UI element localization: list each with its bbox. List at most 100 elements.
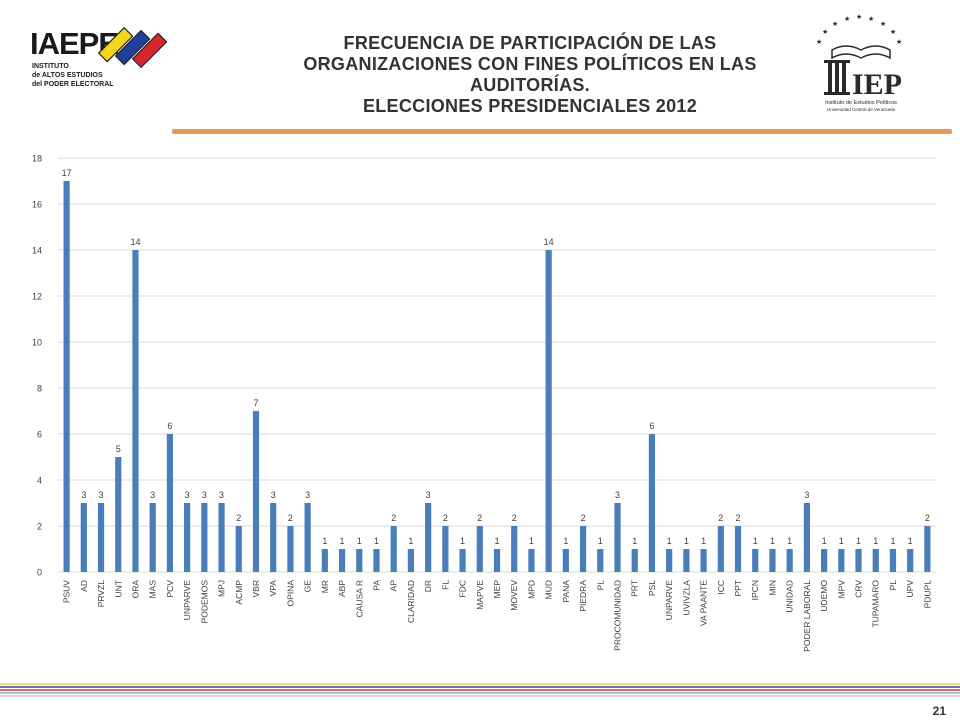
- svg-text:★: ★: [868, 15, 874, 23]
- data-label: 14: [130, 237, 140, 247]
- data-label: 2: [581, 513, 586, 523]
- x-tick-label: IPCN: [750, 580, 760, 600]
- bar: [201, 503, 208, 572]
- bar: [459, 549, 466, 572]
- bar: [287, 526, 294, 572]
- bar: [97, 503, 105, 572]
- bar: [356, 549, 363, 572]
- x-tick-label: VBR: [251, 580, 261, 597]
- bar: [235, 526, 242, 572]
- data-label: 1: [839, 536, 844, 546]
- data-label: 1: [322, 536, 327, 546]
- data-label: 14: [544, 237, 554, 247]
- x-tick-label: OPINA: [285, 580, 295, 607]
- x-tick-label: PL: [888, 580, 898, 591]
- slide-title-line-3: AUDITORÍAS.: [470, 75, 590, 95]
- data-label: 3: [202, 490, 207, 500]
- data-label: 1: [684, 536, 689, 546]
- data-label: 2: [288, 513, 293, 523]
- x-tick-label: UVIVZLA: [681, 580, 691, 616]
- iaepe-logo-red-bar: [131, 32, 168, 69]
- data-label: 7: [253, 398, 258, 408]
- data-label: 3: [81, 490, 86, 500]
- x-tick-label: PRT: [630, 580, 640, 597]
- bar: [184, 503, 191, 572]
- y-tick-label: 18: [32, 154, 42, 164]
- bar: [115, 457, 122, 572]
- data-label: 17: [62, 168, 72, 178]
- footer-stripes: [0, 683, 960, 697]
- y-tick-label: 8: [37, 384, 42, 394]
- bar: [924, 526, 931, 572]
- bar: [493, 549, 501, 572]
- data-label: 2: [391, 513, 396, 523]
- x-tick-label: PL: [595, 580, 605, 591]
- x-tick-label: PCV: [165, 580, 175, 598]
- bar: [321, 549, 328, 572]
- y-axis-ticks: 0 2 4 6 8 10 12 14 16 18: [32, 154, 42, 578]
- x-tick-label: MPJ: [217, 580, 227, 597]
- bar: [666, 549, 673, 572]
- data-label: 1: [357, 536, 362, 546]
- slide-title-line-1: FRECUENCIA DE PARTICIPACIÓN DE LAS: [343, 33, 717, 53]
- bar: [907, 549, 914, 572]
- y-tick-label: 0: [37, 568, 42, 578]
- x-tick-label: UNIDAD: [785, 580, 795, 613]
- y-tick-label: 14: [32, 246, 42, 256]
- bar: [855, 549, 862, 572]
- x-tick-label: AD: [79, 580, 89, 592]
- bar: [511, 526, 518, 572]
- data-label: 1: [787, 536, 792, 546]
- bar: [752, 549, 759, 572]
- data-label: 1: [632, 536, 637, 546]
- bar: [528, 549, 535, 572]
- data-label: 1: [873, 536, 878, 546]
- iep-logo-text: IEP: [852, 68, 902, 101]
- slide-title-line-4: ELECCIONES PRESIDENCIALES 2012: [362, 96, 698, 116]
- bar: [614, 503, 621, 572]
- data-label: 1: [770, 536, 775, 546]
- iaepe-logo: IAEPE INSTITUTO de ALTOS ESTUDIOS del PO…: [30, 26, 168, 88]
- x-tick-label: VA PAANTE: [699, 580, 709, 626]
- svg-text:★: ★: [890, 28, 896, 36]
- x-tick-label: PODEMOS: [199, 580, 209, 624]
- bar: [373, 549, 380, 572]
- bar: [132, 250, 139, 572]
- bar: [717, 526, 724, 572]
- data-label: 1: [529, 536, 534, 546]
- bar: [252, 411, 260, 572]
- bar: [80, 503, 87, 572]
- x-tick-label: ICC: [716, 580, 726, 595]
- data-label: 1: [856, 536, 861, 546]
- y-tick-label: 10: [32, 338, 42, 348]
- x-tick-label: PANA: [561, 580, 571, 603]
- x-tick-label: MPD: [526, 580, 536, 599]
- data-label: 1: [563, 536, 568, 546]
- data-label: 5: [116, 444, 121, 454]
- bar: [338, 549, 346, 572]
- data-label: 1: [494, 536, 499, 546]
- bar: [218, 503, 225, 572]
- x-tick-label: GE: [303, 580, 313, 593]
- bar: [425, 503, 432, 572]
- data-label: 3: [305, 490, 310, 500]
- data-label: 3: [615, 490, 620, 500]
- data-label: 3: [219, 490, 224, 500]
- bar: [786, 549, 793, 572]
- data-label: 1: [822, 536, 827, 546]
- data-label: 1: [598, 536, 603, 546]
- slide-title-line-2: ORGANIZACIONES CON FINES POLÍTICOS EN LA…: [303, 54, 757, 74]
- bar: [390, 526, 397, 572]
- iaepe-logo-subtext-1: INSTITUTO: [32, 63, 69, 70]
- data-label: 1: [753, 536, 758, 546]
- x-tick-label: VPA: [268, 580, 278, 597]
- bar: [63, 181, 70, 572]
- x-tick-label: FL: [440, 580, 450, 590]
- iaepe-logo-blue-bar: [114, 29, 151, 66]
- iaepe-logo-yellow-bar: [97, 26, 134, 63]
- data-label: 1: [701, 536, 706, 546]
- slide-title: FRECUENCIA DE PARTICIPACIÓN DE LAS ORGAN…: [230, 33, 830, 117]
- data-label: 2: [925, 513, 930, 523]
- svg-text:★: ★: [832, 20, 838, 28]
